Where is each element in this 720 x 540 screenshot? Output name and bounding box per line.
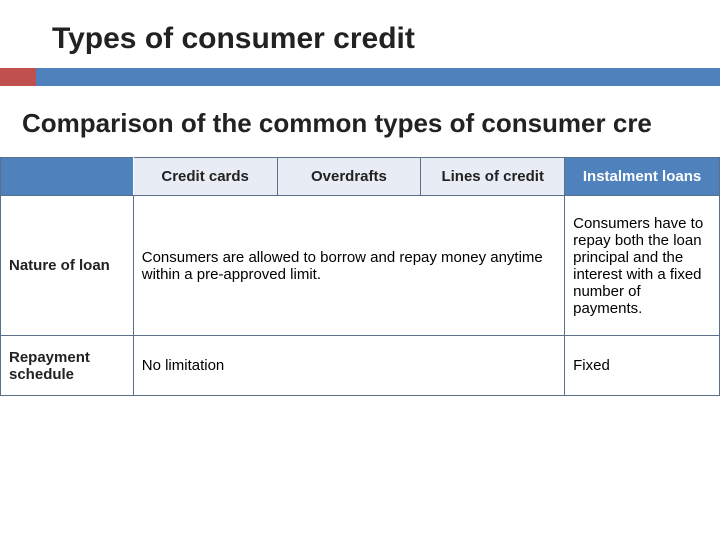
row-label-nature: Nature of loan xyxy=(1,196,134,336)
col-credit-cards: Credit cards xyxy=(133,158,277,196)
col-lines-of-credit: Lines of credit xyxy=(421,158,565,196)
col-instalment-loans: Instalment loans xyxy=(565,158,720,196)
table-row: Nature of loan Consumers are allowed to … xyxy=(1,196,720,336)
page-title: Types of consumer credit xyxy=(0,0,720,68)
cell-nature-merged: Consumers are allowed to borrow and repa… xyxy=(133,196,564,336)
header-blank xyxy=(1,158,134,196)
cell-repayment-merged: No limitation xyxy=(133,336,564,396)
cell-nature-instalment: Consumers have to repay both the loan pr… xyxy=(565,196,720,336)
comparison-table: Credit cards Overdrafts Lines of credit … xyxy=(0,157,720,396)
subtitle: Comparison of the common types of consum… xyxy=(0,86,720,157)
cell-repayment-instalment: Fixed xyxy=(565,336,720,396)
table-header-row: Credit cards Overdrafts Lines of credit … xyxy=(1,158,720,196)
accent-bar xyxy=(0,68,720,86)
col-overdrafts: Overdrafts xyxy=(277,158,421,196)
row-label-repayment: Repayment schedule xyxy=(1,336,134,396)
table-row: Repayment schedule No limitation Fixed xyxy=(1,336,720,396)
slide: Types of consumer credit Comparison of t… xyxy=(0,0,720,540)
